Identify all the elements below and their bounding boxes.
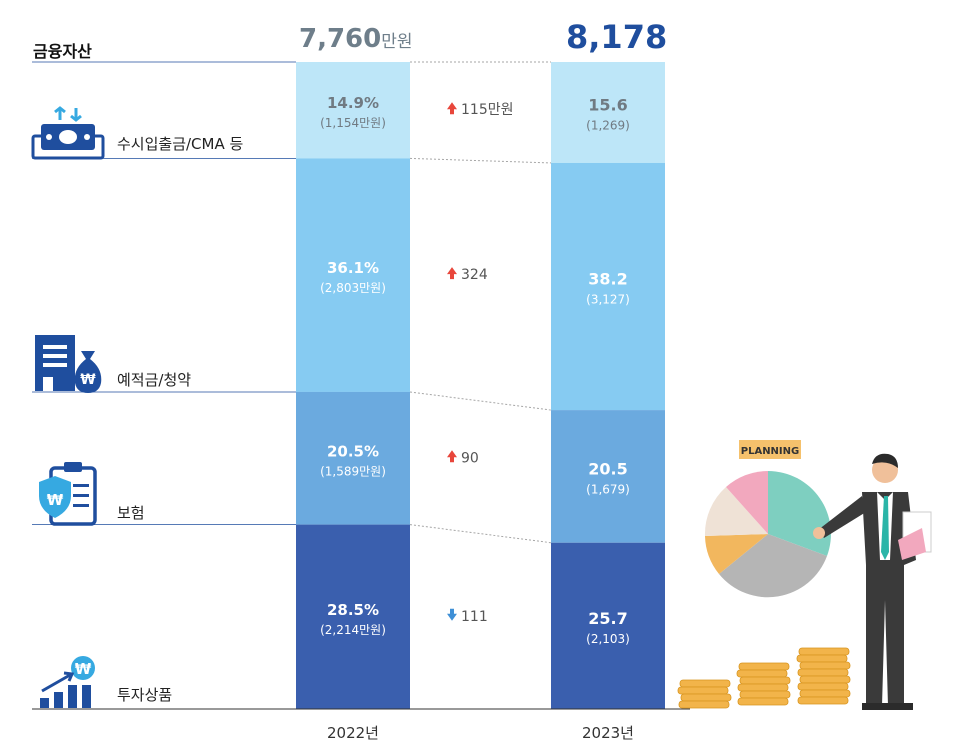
category-label-cma: 수시입출금/CMA 등 (117, 135, 244, 153)
amount-label-2022-1: (1,154만원) (320, 116, 386, 130)
bar-segment-2022-2 (296, 158, 410, 392)
up-arrow-icon-1 (447, 102, 457, 115)
businessman-pie-chart-icon: PLANNING (677, 440, 932, 710)
category-label-insurance: 보험 (117, 504, 145, 522)
bank-moneybag-icon: ₩ (35, 335, 102, 393)
up-arrow-icon-3 (447, 450, 457, 463)
total-2023-value: 8,178 (566, 18, 668, 56)
x-tick-label-2022: 2022년 (327, 724, 379, 742)
change-label-3: 90 (461, 450, 479, 466)
category-label-investment: 투자상품 (117, 686, 173, 704)
bar-segment-2023-4 (551, 542, 665, 709)
connector-line-2 (409, 391, 552, 411)
planning-sign: PLANNING (741, 446, 799, 457)
bar-segment-2022-4 (296, 524, 410, 709)
data-label-2022-3: 20.5% (327, 442, 379, 460)
total-2022: 7,760만원 (299, 24, 413, 54)
x-tick-label-2023: 2023년 (582, 724, 634, 742)
bar-segment-2023-1 (551, 62, 665, 163)
data-label-2022-1: 14.9% (327, 94, 379, 112)
svg-text:₩: ₩ (80, 372, 96, 388)
connector-line-3 (409, 524, 552, 544)
svg-text:₩: ₩ (47, 491, 64, 509)
data-label-2023-4: 25.7 (588, 609, 627, 628)
data-label-2023-2: 38.2 (588, 270, 627, 289)
bar-segment-2022-1 (296, 62, 410, 159)
bar-segment-2022-3 (296, 391, 410, 525)
data-label-2022-2: 36.1% (327, 259, 379, 277)
total-2022-value: 7,760 (299, 24, 382, 54)
amount-label-2022-4: (2,214만원) (320, 623, 386, 637)
amount-label-2023-4: (2,103) (586, 632, 630, 646)
change-label-2: 324 (461, 267, 488, 283)
category-column-title: 금융자산 (33, 42, 92, 61)
data-label-2023-3: 20.5 (588, 459, 627, 478)
insurance-clipboard-icon: ₩ (39, 462, 97, 526)
change-label-4: 111 (461, 609, 488, 625)
svg-text:₩: ₩ (75, 660, 92, 678)
bar-segment-2023-2 (551, 162, 665, 411)
growth-chart-icon: ₩ (40, 656, 95, 708)
down-arrow-icon-4 (447, 608, 457, 621)
data-label-2023-1: 15.6 (588, 95, 627, 114)
data-label-2022-4: 28.5% (327, 601, 379, 619)
total-2023: 8,178 (566, 18, 667, 56)
up-arrow-icon-2 (447, 267, 457, 280)
cash-transfer-icon (31, 106, 105, 160)
amount-label-2022-3: (1,589만원) (320, 464, 386, 478)
amount-label-2023-2: (3,127) (586, 293, 630, 307)
connector-line-1 (409, 157, 552, 164)
bar-segment-2023-3 (551, 410, 665, 543)
amount-label-2023-3: (1,679) (586, 482, 630, 496)
category-label-deposit: 예적금/청약 (117, 371, 192, 389)
change-label-1: 115만원 (461, 102, 513, 118)
total-2022-unit: 만원 (381, 32, 413, 52)
amount-label-2023-1: (1,269) (586, 118, 630, 132)
amount-label-2022-2: (2,803만원) (320, 281, 386, 295)
